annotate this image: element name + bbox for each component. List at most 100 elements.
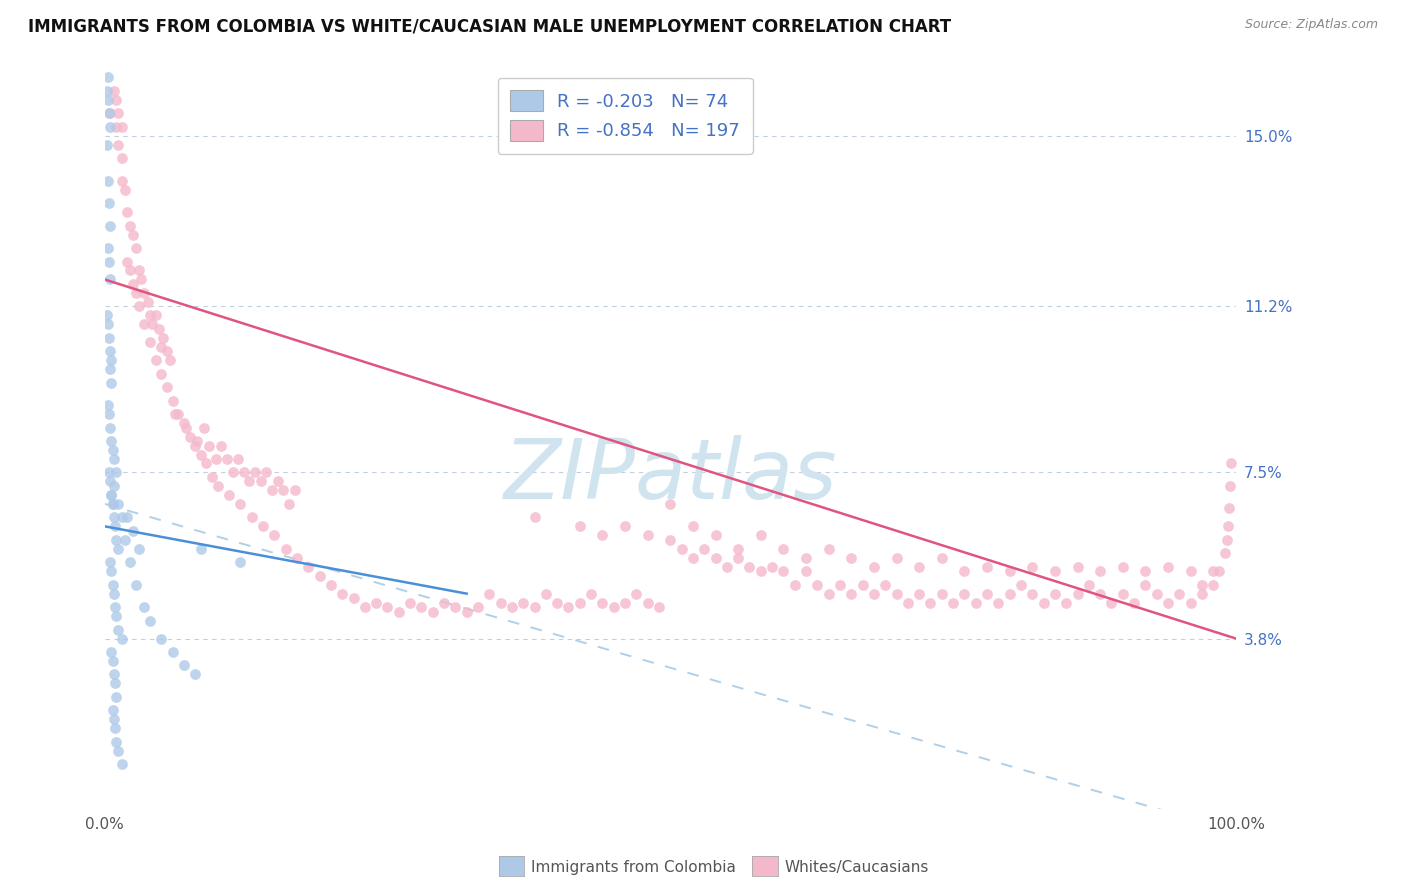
Point	[125, 577, 148, 591]
Point	[104, 533, 127, 547]
Point	[122, 524, 145, 538]
Point	[96, 137, 118, 152]
Point	[97, 398, 120, 412]
Point	[97, 93, 120, 107]
Point	[501, 600, 523, 615]
Point	[278, 497, 301, 511]
Point	[727, 541, 749, 556]
Point	[1157, 559, 1180, 574]
Point	[839, 587, 862, 601]
Point	[342, 591, 364, 606]
Point	[523, 510, 546, 524]
Point	[749, 564, 772, 578]
Point	[1066, 559, 1088, 574]
Point	[546, 596, 568, 610]
Point	[1202, 577, 1225, 591]
Point	[97, 318, 120, 332]
Point	[716, 559, 738, 574]
Point	[173, 416, 195, 430]
Point	[162, 393, 184, 408]
Point	[104, 600, 127, 615]
Point	[1112, 559, 1135, 574]
Point	[1213, 546, 1236, 560]
Point	[134, 285, 156, 300]
Point	[693, 541, 716, 556]
Point	[145, 309, 167, 323]
Point	[100, 353, 122, 368]
Point	[96, 309, 118, 323]
Point	[931, 587, 953, 601]
Point	[139, 309, 162, 323]
Point	[1191, 577, 1213, 591]
Point	[976, 559, 998, 574]
Text: ZIPatlas: ZIPatlas	[503, 435, 837, 516]
Point	[308, 568, 330, 582]
Point	[523, 600, 546, 615]
Point	[794, 564, 817, 578]
Point	[139, 614, 162, 628]
Point	[139, 335, 162, 350]
Point	[254, 466, 277, 480]
Point	[953, 587, 976, 601]
Point	[433, 596, 456, 610]
Point	[101, 442, 124, 457]
Text: Source: ZipAtlas.com: Source: ZipAtlas.com	[1244, 18, 1378, 31]
Point	[118, 263, 141, 277]
Point	[637, 528, 659, 542]
Point	[209, 438, 232, 452]
Point	[98, 407, 121, 421]
Point	[184, 438, 207, 452]
Point	[1208, 564, 1230, 578]
Point	[156, 380, 179, 394]
Point	[101, 577, 124, 591]
Point	[117, 510, 139, 524]
Point	[104, 93, 127, 107]
Point	[998, 564, 1021, 578]
Point	[100, 488, 122, 502]
Point	[908, 559, 931, 574]
Point	[118, 555, 141, 569]
Point	[98, 272, 121, 286]
Point	[107, 623, 129, 637]
Point	[218, 488, 240, 502]
Point	[1146, 587, 1168, 601]
Point	[97, 174, 120, 188]
Point	[128, 541, 150, 556]
Point	[122, 277, 145, 291]
Point	[682, 519, 704, 533]
Point	[150, 632, 173, 646]
Point	[1216, 519, 1239, 533]
Point	[422, 605, 444, 619]
Point	[128, 263, 150, 277]
Point	[101, 654, 124, 668]
Point	[273, 483, 295, 498]
Point	[591, 528, 613, 542]
Point	[103, 667, 125, 681]
Point	[794, 550, 817, 565]
Point	[104, 609, 127, 624]
Point	[1043, 587, 1066, 601]
Point	[1088, 587, 1111, 601]
Point	[285, 550, 308, 565]
Point	[330, 587, 353, 601]
Point	[965, 596, 987, 610]
Point	[353, 600, 375, 615]
Point	[201, 470, 224, 484]
Point	[98, 466, 121, 480]
Point	[101, 497, 124, 511]
Point	[136, 294, 159, 309]
Point	[456, 605, 478, 619]
Point	[444, 600, 467, 615]
Point	[148, 322, 170, 336]
Point	[100, 376, 122, 390]
Point	[111, 632, 134, 646]
Point	[920, 596, 942, 610]
Point	[931, 550, 953, 565]
Point	[125, 285, 148, 300]
Point	[1216, 533, 1239, 547]
Point	[1218, 501, 1240, 516]
Point	[104, 735, 127, 749]
Point	[193, 420, 215, 434]
Point	[749, 528, 772, 542]
Point	[156, 344, 179, 359]
